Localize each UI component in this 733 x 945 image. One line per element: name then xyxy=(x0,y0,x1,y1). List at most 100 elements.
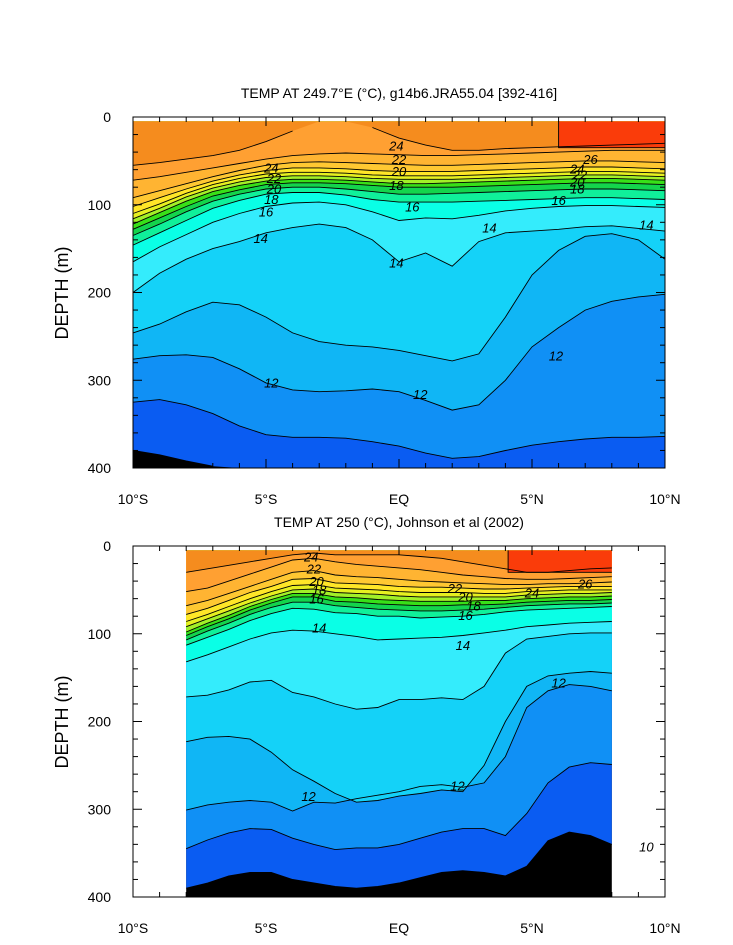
isotherm-10 xyxy=(132,450,213,467)
isotherm-12 xyxy=(186,684,612,812)
contour-label: 24 xyxy=(524,585,539,600)
isotherm-13 xyxy=(186,671,612,803)
isotherm-11 xyxy=(186,762,612,851)
isotherm-26 xyxy=(558,121,665,149)
contour-label: 12 xyxy=(551,676,566,691)
contour-label: 16 xyxy=(551,193,566,208)
temp-band-26 xyxy=(558,121,665,148)
contour-label: 22 xyxy=(391,152,407,167)
contour-label: 16 xyxy=(458,608,473,623)
y-tick-label: 0 xyxy=(103,109,111,125)
contour-label: 22 xyxy=(572,168,588,183)
isotherm-20 xyxy=(132,174,666,220)
x-tick-label: EQ xyxy=(389,920,409,936)
isotherm-22 xyxy=(132,166,666,207)
isotherm-17 xyxy=(186,601,612,641)
isotherm-18 xyxy=(186,596,612,636)
top-panel-title: TEMP AT 249.7°E (°C), g14b6.JRA55.04 [39… xyxy=(241,85,557,101)
isotherm-13 xyxy=(132,233,666,362)
contour-label: 22 xyxy=(306,562,322,577)
temp-band-25 xyxy=(186,550,612,573)
contour-label: 14 xyxy=(389,255,403,270)
contour-label: 12 xyxy=(301,789,316,804)
contour-label: 18 xyxy=(389,178,404,193)
top-panel-model: TEMP AT 249.7°E (°C), g14b6.JRA55.04 [39… xyxy=(52,85,681,507)
isotherm-11 xyxy=(132,399,666,459)
y-tick-label: 400 xyxy=(88,889,112,905)
isotherm-16 xyxy=(186,606,612,646)
x-tick-label: EQ xyxy=(389,491,409,507)
isotherm-25 xyxy=(132,127,666,166)
isotherm-16 xyxy=(132,192,666,246)
contour-label: 14 xyxy=(312,620,326,635)
isotherm-21 xyxy=(132,170,666,214)
isotherm-24 xyxy=(132,149,665,181)
isotherm-19 xyxy=(132,177,666,225)
y-tick-label: 0 xyxy=(103,538,111,554)
contour-label: 26 xyxy=(582,152,598,167)
contour-label: 12 xyxy=(413,387,428,402)
isotherm-15 xyxy=(132,201,666,263)
top-panel-ylabel: DEPTH (m) xyxy=(52,247,72,340)
isotherm-26 xyxy=(507,550,612,573)
contour-label: 16 xyxy=(405,199,420,214)
contour-label: 14 xyxy=(639,218,653,233)
contour-label: 18 xyxy=(570,182,585,197)
contour-label: 18 xyxy=(264,192,279,207)
y-tick-label: 300 xyxy=(88,801,112,817)
contour-label: 16 xyxy=(259,205,274,220)
contour-label: 18 xyxy=(466,598,481,613)
isotherm-10 xyxy=(186,831,612,889)
y-tick-label: 100 xyxy=(88,197,112,213)
contour-label: 10 xyxy=(317,882,332,897)
contour-label: 20 xyxy=(266,182,282,197)
temp-band-26 xyxy=(508,550,612,573)
contour-label: 12 xyxy=(450,778,465,793)
x-tick-label: 5°S xyxy=(255,491,278,507)
y-tick-label: 200 xyxy=(88,285,112,301)
contour-label: 10 xyxy=(466,869,481,884)
contour-label: 22 xyxy=(266,171,282,186)
isotherm-14 xyxy=(186,632,612,710)
bottom-panel-ylabel: DEPTH (m) xyxy=(52,676,72,769)
contour-label: 14 xyxy=(253,231,267,246)
contour-label: 26 xyxy=(577,576,593,591)
contour-label: 24 xyxy=(569,162,584,177)
x-tick-label: 5°N xyxy=(520,491,544,507)
y-tick-label: 400 xyxy=(88,460,112,476)
bottom-panel-observations: TEMP AT 250 (°C), Johnson et al (2002) D… xyxy=(52,514,681,936)
contour-label: 12 xyxy=(549,348,564,363)
isotherm-23 xyxy=(186,570,612,607)
x-tick-label: 10°S xyxy=(118,920,149,936)
isotherm-23 xyxy=(132,160,666,199)
isotherm-19 xyxy=(186,592,612,633)
x-tick-label: 10°S xyxy=(118,491,149,507)
contour-label: 12 xyxy=(264,376,279,391)
contour-label: 20 xyxy=(308,574,324,589)
contour-label: 22 xyxy=(447,581,463,596)
contour-label: 14 xyxy=(456,638,470,653)
x-tick-label: 5°N xyxy=(520,920,544,936)
contour-label: 20 xyxy=(569,175,585,190)
isotherm-22 xyxy=(186,578,612,615)
isotherm-24 xyxy=(186,557,612,593)
x-tick-label: 5°S xyxy=(255,920,278,936)
contour-label: 16 xyxy=(309,591,324,606)
x-tick-label: 10°N xyxy=(649,491,680,507)
bottom-panel-title: TEMP AT 250 (°C), Johnson et al (2002) xyxy=(274,514,524,530)
isotherm-20 xyxy=(186,588,612,628)
isotherm-21 xyxy=(186,584,612,622)
temp-band-25 xyxy=(133,121,665,166)
contour-label: 10 xyxy=(639,840,654,855)
contour-label: 20 xyxy=(391,164,407,179)
contour-label: 24 xyxy=(263,161,278,176)
isotherm-18 xyxy=(132,182,666,230)
isotherm-12 xyxy=(132,293,666,411)
y-tick-label: 300 xyxy=(88,372,112,388)
contour-label: 24 xyxy=(303,549,318,564)
top-panel-plot-area: 2422201816142422201816141426242220181614… xyxy=(88,109,681,507)
y-tick-label: 200 xyxy=(88,714,112,730)
contour-label: 18 xyxy=(312,583,327,598)
contour-label: 24 xyxy=(388,139,403,154)
contour-label: 20 xyxy=(457,590,473,605)
